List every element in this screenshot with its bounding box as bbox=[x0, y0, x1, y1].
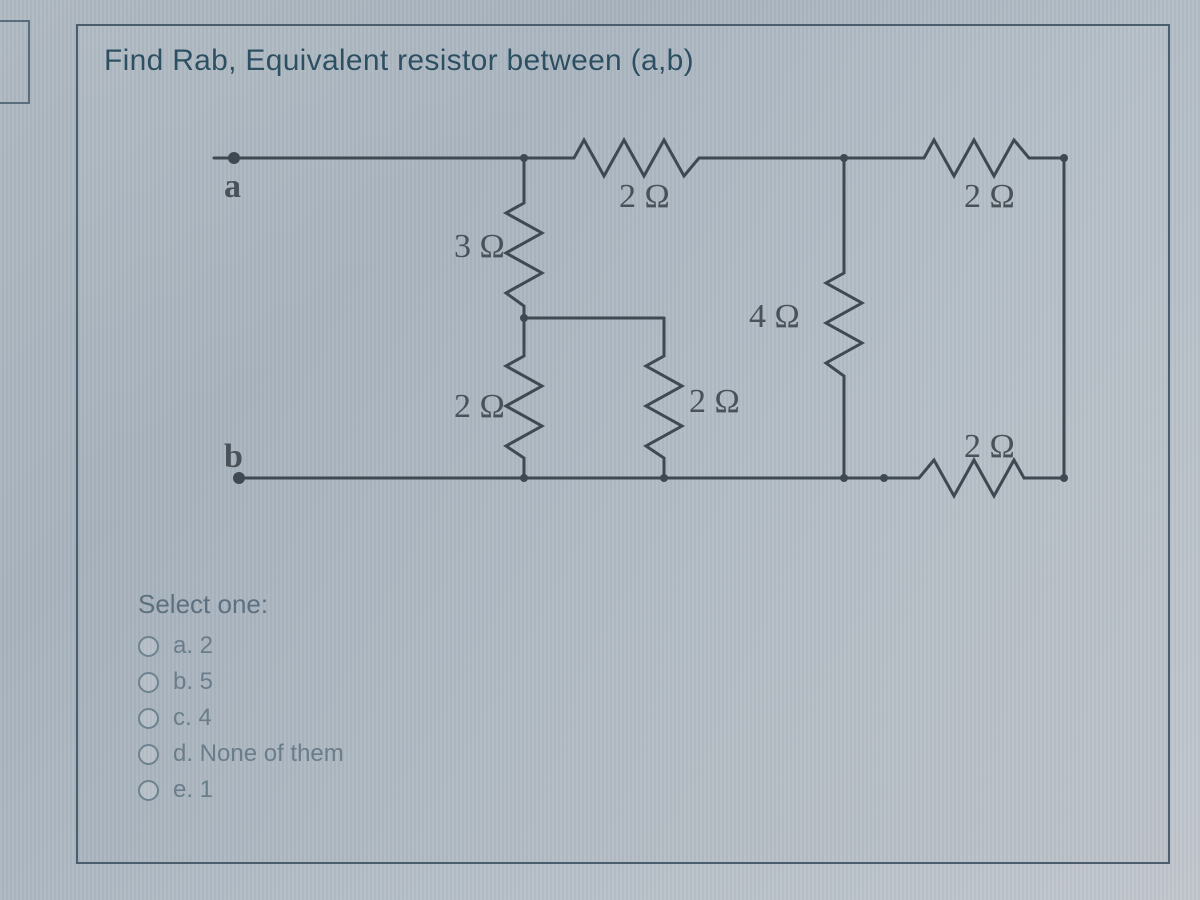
label-r-top-left: 2 Ω bbox=[619, 178, 670, 216]
question-text: Find Rab, Equivalent resistor between (a… bbox=[104, 44, 1142, 78]
radio-icon bbox=[138, 672, 159, 693]
option-label: a. 2 bbox=[173, 632, 213, 660]
option-label: e. 1 bbox=[173, 776, 213, 804]
left-border-stub bbox=[0, 20, 30, 104]
radio-icon bbox=[138, 636, 159, 657]
answer-block: Select one: a. 2 b. 5 c. 4 d. None of th… bbox=[138, 589, 344, 812]
terminal-b: b bbox=[224, 438, 243, 476]
radio-icon bbox=[138, 744, 159, 765]
option-b[interactable]: b. 5 bbox=[138, 668, 344, 696]
circuit-diagram: a b 2 Ω 2 Ω 3 Ω 2 Ω 2 Ω 4 Ω 2 Ω bbox=[144, 118, 1124, 538]
label-r-2-center: 2 Ω bbox=[689, 383, 740, 421]
label-r-bot-right: 2 Ω bbox=[964, 428, 1015, 466]
question-card: Find Rab, Equivalent resistor between (a… bbox=[76, 24, 1170, 864]
label-r-2-left: 2 Ω bbox=[454, 388, 505, 426]
terminal-a: a bbox=[224, 168, 241, 206]
option-label: b. 5 bbox=[173, 668, 213, 696]
option-label: d. None of them bbox=[173, 740, 344, 768]
option-c[interactable]: c. 4 bbox=[138, 704, 344, 732]
radio-icon bbox=[138, 780, 159, 801]
option-e[interactable]: e. 1 bbox=[138, 776, 344, 804]
option-a[interactable]: a. 2 bbox=[138, 632, 344, 660]
label-r-3: 3 Ω bbox=[454, 228, 505, 266]
select-one-prompt: Select one: bbox=[138, 589, 344, 620]
radio-icon bbox=[138, 708, 159, 729]
label-r-top-right: 2 Ω bbox=[964, 178, 1015, 216]
option-d[interactable]: d. None of them bbox=[138, 740, 344, 768]
option-label: c. 4 bbox=[173, 704, 212, 732]
label-r-4: 4 Ω bbox=[749, 298, 800, 336]
